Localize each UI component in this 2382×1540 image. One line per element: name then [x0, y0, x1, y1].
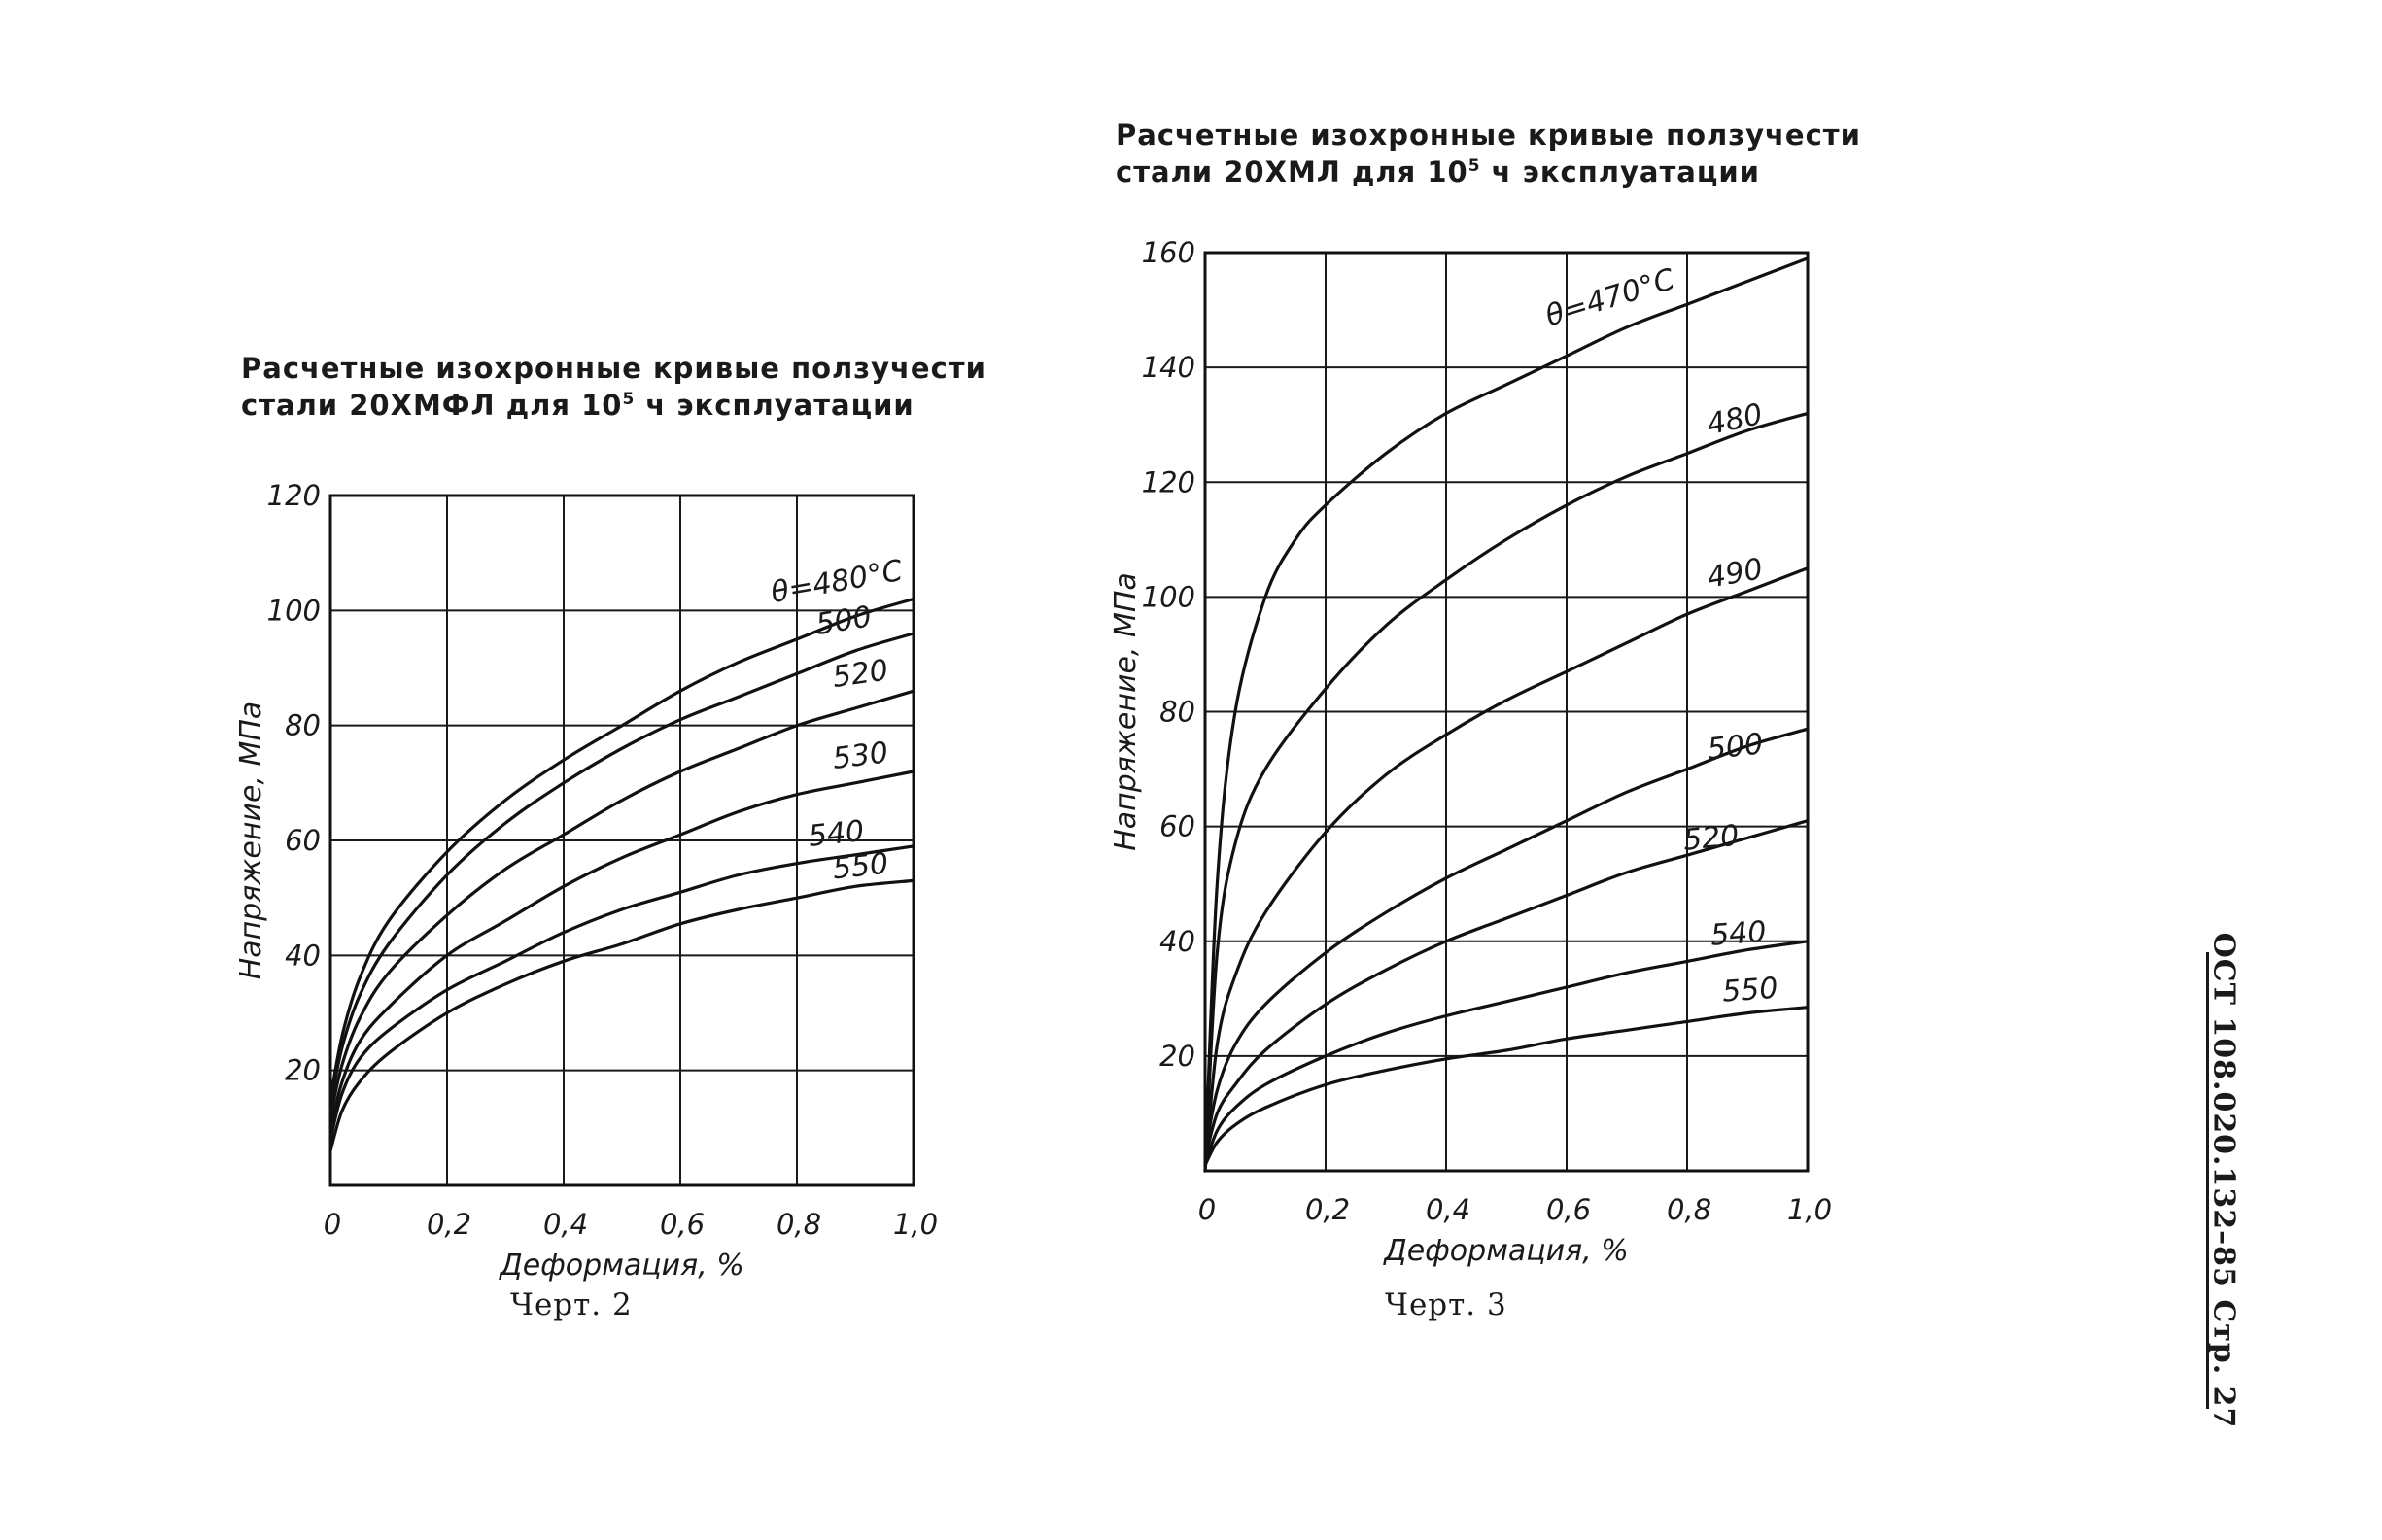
- x-tick-label: 1,0: [893, 1208, 938, 1241]
- y-tick-label: 80: [285, 709, 321, 742]
- x-tick-label: 0,6: [660, 1208, 705, 1241]
- page-stamp: ОСТ 108.020.132–85 Стр. 27: [2185, 933, 2262, 1428]
- series-line: [328, 878, 915, 1153]
- chart2-title-exponent: 5: [622, 390, 636, 409]
- y-tick-label: 60: [285, 824, 321, 857]
- series-line: [1203, 257, 1810, 1173]
- series-label: 500: [813, 599, 874, 642]
- chart2-title-line2-text: стали 20ХМФЛ для 10: [241, 389, 623, 422]
- chart3-title-line2-end: ч эксплуатации: [1480, 155, 1760, 188]
- series-line: [1203, 727, 1810, 1155]
- plot-frame: [328, 494, 915, 1187]
- chart2-title-line2: стали 20ХМФЛ для 105 ч эксплуатации: [241, 387, 915, 424]
- chart3-title-exponent: 5: [1467, 156, 1481, 176]
- y-tick-label: 160: [1142, 236, 1195, 269]
- series-label: 540: [1709, 915, 1768, 953]
- chart2-title-line2-end: ч эксплуатации: [635, 389, 915, 422]
- series-label: 550: [831, 847, 890, 887]
- x-tick-label: 0,2: [427, 1208, 471, 1241]
- series-line: [1203, 940, 1810, 1167]
- x-tick-label: 0: [324, 1208, 341, 1241]
- x-tick-label: 0,8: [777, 1208, 821, 1241]
- series-line: [1203, 411, 1810, 1173]
- y-tick-label: 100: [1142, 580, 1195, 613]
- chart3-svg: 20 40 60 80 100 120 140 160 0 0,2 0,4 0,6 0,8 1,0 Дефо…: [1109, 236, 1832, 1268]
- y-tick-label: 120: [1142, 465, 1195, 498]
- series-line: [328, 632, 915, 1107]
- y-axis-label: Напряжение, МПа: [1109, 572, 1143, 851]
- series-line: [328, 844, 915, 1142]
- y-tick-label: 40: [285, 939, 321, 972]
- chart2-title-line1: Расчетные изохронные кривые ползучести: [241, 352, 986, 385]
- y-tick-label: 40: [1159, 925, 1195, 958]
- series-line: [1203, 1006, 1810, 1167]
- x-tick-label: 0,2: [1305, 1193, 1350, 1226]
- series-line: [328, 689, 915, 1118]
- y-tick-label: 100: [267, 594, 321, 627]
- chart3: 20 40 60 80 100 120 140 160 0 0,2 0,4 0,6 0,8 1,0 Дефо…: [1098, 236, 1847, 1278]
- chart3-caption: Черт. 3: [1385, 1287, 1507, 1322]
- series-line: [328, 597, 915, 1101]
- y-tick-label: 20: [285, 1054, 321, 1087]
- chart3-title-line1: Расчетные изохронные кривые ползучести: [1116, 119, 1861, 152]
- page-stamp-text: ОСТ 108.020.132–85 Стр. 27: [2206, 932, 2241, 1429]
- series-line: [328, 770, 915, 1130]
- series-line: [1203, 566, 1810, 1173]
- plot-frame: [1203, 251, 1810, 1173]
- x-axis-label: Деформация, %: [498, 1249, 744, 1283]
- x-tick-label: 0,8: [1667, 1193, 1711, 1226]
- chart3-title-line2-text: стали 20ХМЛ для 10: [1116, 155, 1468, 188]
- x-tick-label: 1,0: [1787, 1193, 1832, 1226]
- x-axis-label: Деформация, %: [1382, 1234, 1629, 1268]
- series-label: 540: [807, 814, 866, 854]
- y-tick-label: 140: [1142, 351, 1195, 384]
- series-label: θ=470°C: [1541, 262, 1678, 333]
- y-tick-label: 120: [267, 479, 321, 512]
- chart2-svg: 20 40 60 80 100 120 0 0,2 0,4 0,6 0,8 1,0 Деформация…: [234, 479, 938, 1283]
- series-label: 520: [1682, 819, 1741, 858]
- y-tick-label: 60: [1159, 810, 1195, 843]
- x-tick-label: 0,4: [1426, 1193, 1470, 1226]
- y-tick-label: 20: [1159, 1040, 1195, 1073]
- x-tick-label: 0: [1198, 1193, 1216, 1226]
- y-axis-label: Напряжение, МПа: [234, 702, 268, 980]
- y-tick-label: 80: [1159, 696, 1195, 729]
- series-label: 520: [831, 653, 891, 695]
- chart3-title-line2: стали 20ХМЛ для 105 ч эксплуатации: [1116, 154, 1760, 190]
- series-label: 530: [831, 736, 890, 776]
- series-label: 480: [1704, 397, 1765, 442]
- series-line: [1203, 819, 1810, 1161]
- chart2: 20 40 60 80 100 120 0 0,2 0,4 0,6 0,8 1,0 Деформация…: [224, 476, 952, 1292]
- series-label: θ=480°C: [769, 554, 906, 610]
- series-label: 550: [1721, 972, 1779, 1010]
- chart2-caption: Черт. 2: [510, 1287, 633, 1322]
- page-stamp-rule: [2206, 952, 2209, 1409]
- series-label: 500: [1706, 727, 1765, 767]
- x-tick-label: 0,4: [543, 1208, 588, 1241]
- x-tick-label: 0,6: [1546, 1193, 1591, 1226]
